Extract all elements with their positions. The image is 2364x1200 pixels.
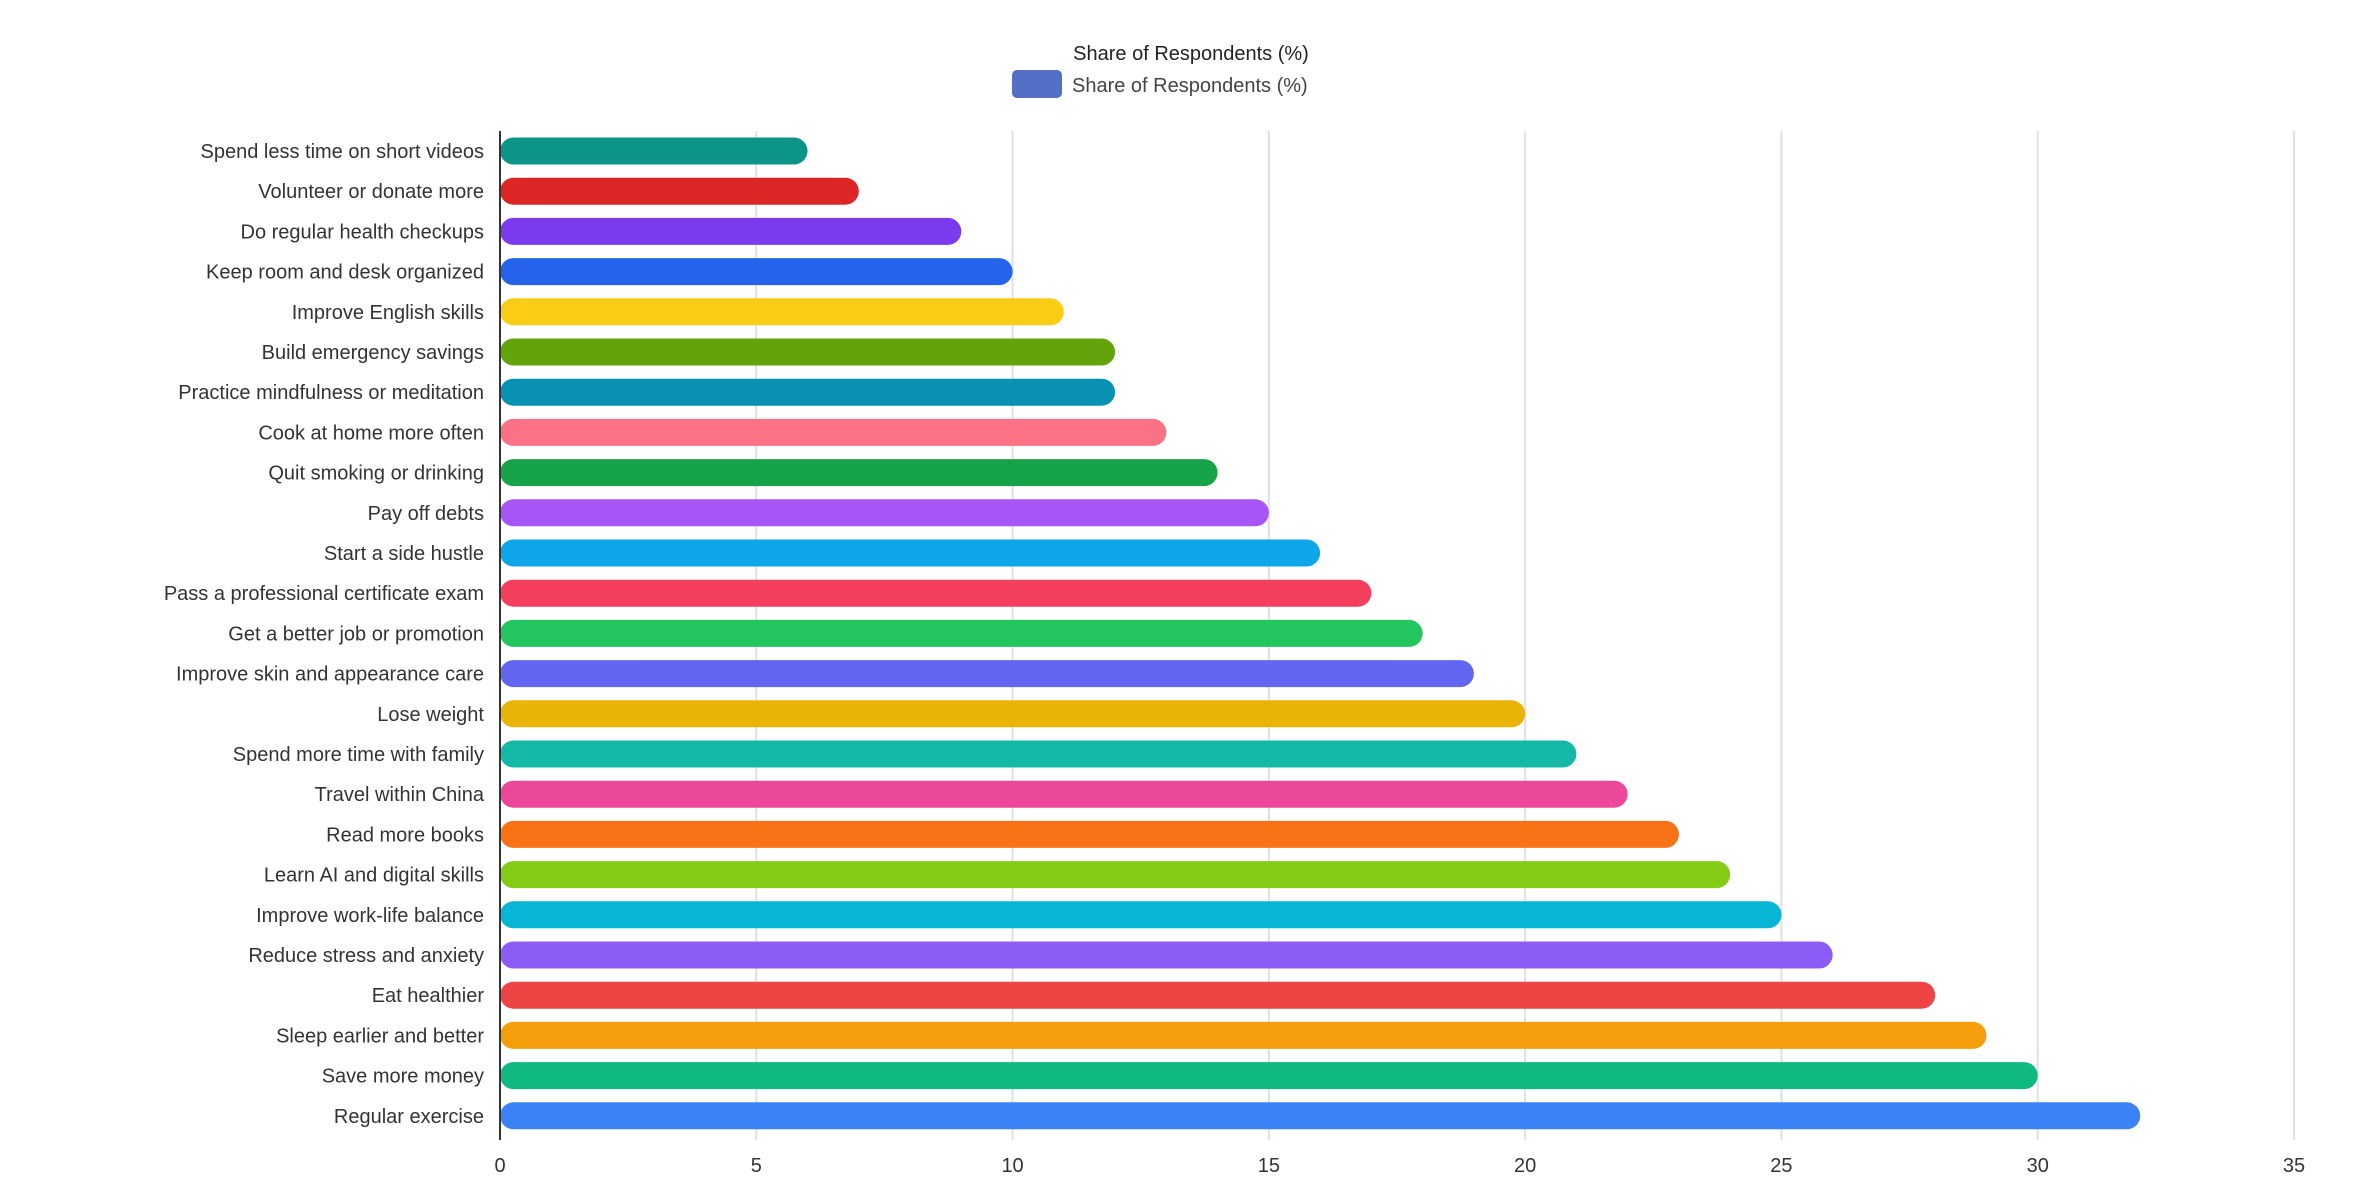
category-label: Quit smoking or drinking — [268, 463, 484, 485]
category-label: Sleep earlier and better — [276, 1025, 484, 1047]
x-tick-label: 30 — [2027, 1155, 2049, 1177]
x-tick-label: 10 — [1001, 1155, 1023, 1177]
bar[interactable] — [500, 619, 1423, 647]
bar[interactable] — [500, 941, 1833, 969]
category-label: Build emergency savings — [262, 342, 484, 364]
bar[interactable] — [500, 338, 1116, 366]
x-tick-label: 15 — [1258, 1155, 1280, 1177]
bar[interactable] — [500, 1062, 2038, 1090]
category-label: Eat healthier — [372, 985, 485, 1007]
bar[interactable] — [500, 579, 1372, 607]
category-label: Volunteer or donate more — [258, 181, 484, 203]
category-label: Pay off debts — [368, 503, 484, 525]
x-tick-label: 20 — [1514, 1155, 1536, 1177]
bar[interactable] — [500, 981, 1936, 1009]
bars — [500, 137, 2141, 1130]
legend-swatch[interactable] — [1012, 70, 1062, 98]
bar[interactable] — [500, 861, 1731, 889]
bar[interactable] — [500, 740, 1577, 768]
category-label: Keep room and desk organized — [206, 262, 484, 284]
bar[interactable] — [500, 418, 1167, 446]
bar[interactable] — [500, 901, 1782, 929]
category-label: Start a side hustle — [324, 543, 484, 565]
chart-title: Share of Respondents (%) — [1073, 43, 1309, 65]
category-label: Spend less time on short videos — [201, 141, 485, 163]
bar[interactable] — [500, 1021, 1987, 1049]
bar[interactable] — [500, 459, 1218, 487]
x-tick-label: 25 — [1770, 1155, 1792, 1177]
category-label: Spend more time with family — [233, 744, 484, 766]
bar[interactable] — [500, 700, 1526, 728]
category-label: Practice mindfulness or meditation — [178, 382, 484, 404]
bar[interactable] — [500, 378, 1116, 406]
bar[interactable] — [500, 298, 1064, 326]
x-tick-labels: 0 5 10 15 20 25 30 35 — [494, 1155, 2305, 1177]
category-label: Lose weight — [377, 704, 484, 726]
bar[interactable] — [500, 217, 962, 245]
bar[interactable] — [500, 499, 1269, 527]
category-label: Do regular health checkups — [241, 221, 484, 243]
x-tick-label: 5 — [751, 1155, 762, 1177]
category-label: Cook at home more often — [258, 422, 484, 444]
category-labels: Spend less time on short videos Volunteer… — [164, 141, 485, 1128]
category-label: Learn AI and digital skills — [264, 865, 484, 887]
bar[interactable] — [500, 137, 808, 165]
category-label: Get a better job or promotion — [228, 623, 484, 645]
x-tick-label: 0 — [494, 1155, 505, 1177]
legend-label[interactable]: Share of Respondents (%) — [1072, 75, 1308, 97]
category-label: Pass a professional certificate exam — [164, 583, 484, 605]
bar[interactable] — [500, 539, 1321, 567]
bar[interactable] — [500, 258, 1013, 286]
bar[interactable] — [500, 820, 1679, 848]
category-label: Improve English skills — [292, 302, 484, 324]
category-label: Read more books — [326, 824, 484, 846]
bar[interactable] — [500, 1102, 2141, 1130]
category-label: Reduce stress and anxiety — [248, 945, 484, 967]
legend[interactable]: Share of Respondents (%) — [1012, 70, 1308, 98]
category-label: Improve skin and appearance care — [176, 664, 484, 686]
bar[interactable] — [500, 660, 1474, 688]
category-label: Regular exercise — [334, 1106, 484, 1128]
bar[interactable] — [500, 780, 1628, 808]
category-label: Improve work-life balance — [256, 905, 484, 927]
category-label: Save more money — [322, 1066, 484, 1088]
x-tick-label: 35 — [2283, 1155, 2305, 1177]
category-label: Travel within China — [315, 784, 485, 806]
bar[interactable] — [500, 177, 859, 205]
